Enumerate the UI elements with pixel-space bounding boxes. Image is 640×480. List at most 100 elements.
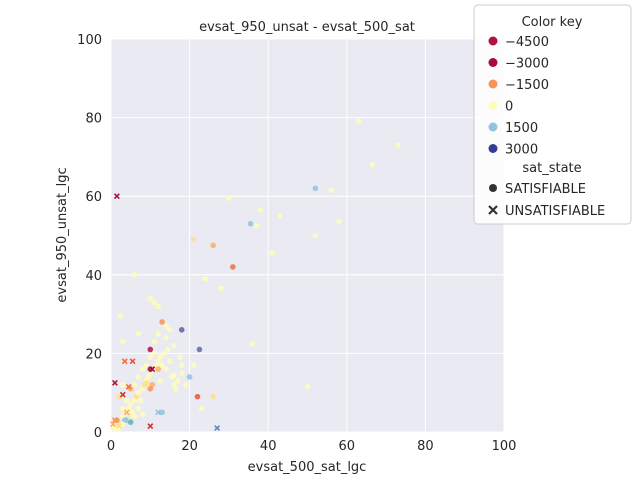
data-point bbox=[163, 323, 169, 329]
data-point-x bbox=[113, 193, 120, 200]
legend-color-swatch bbox=[488, 101, 498, 110]
y-tick-label: 40 bbox=[85, 269, 102, 284]
data-point bbox=[186, 374, 193, 380]
data-point bbox=[151, 350, 158, 357]
data-point bbox=[194, 393, 201, 400]
data-point bbox=[119, 338, 126, 345]
data-point-x bbox=[109, 421, 116, 428]
data-point bbox=[147, 385, 154, 392]
data-point bbox=[198, 405, 205, 412]
data-point bbox=[355, 118, 362, 125]
chart-title: evsat_950_unsat - evsat_500_sat bbox=[199, 20, 415, 35]
data-point-x bbox=[129, 358, 136, 365]
data-point bbox=[369, 161, 376, 168]
data-point bbox=[155, 330, 161, 337]
legend-marker-label: SATISFIABLE bbox=[505, 182, 586, 197]
data-point bbox=[159, 362, 165, 368]
data-point bbox=[167, 358, 173, 365]
data-point bbox=[178, 362, 185, 368]
legend-marker-x bbox=[488, 205, 498, 215]
data-point bbox=[119, 421, 126, 427]
data-point bbox=[151, 338, 158, 345]
data-point bbox=[119, 382, 126, 388]
data-point bbox=[171, 342, 177, 349]
data-point bbox=[163, 334, 169, 341]
plot-background bbox=[111, 39, 504, 432]
data-point bbox=[147, 295, 154, 302]
data-point-x bbox=[119, 391, 126, 398]
data-point bbox=[395, 142, 401, 148]
data-point bbox=[167, 327, 173, 333]
legend-color-swatch bbox=[488, 144, 498, 153]
x-tick-label: 80 bbox=[417, 439, 434, 454]
data-point bbox=[135, 389, 142, 396]
data-point bbox=[159, 319, 165, 325]
y-tick-label: 80 bbox=[85, 112, 102, 127]
x-tick-label: 100 bbox=[492, 439, 517, 454]
data-point bbox=[143, 362, 150, 368]
data-points bbox=[109, 118, 401, 433]
data-point bbox=[163, 366, 169, 372]
data-point bbox=[178, 370, 185, 376]
data-point bbox=[173, 385, 179, 392]
data-point bbox=[218, 285, 224, 292]
data-point bbox=[131, 413, 138, 420]
data-point-x bbox=[121, 358, 128, 365]
x-tick-labels: 0 20 40 60 80 100 bbox=[107, 439, 517, 454]
data-point bbox=[210, 242, 216, 249]
x-tick-label: 20 bbox=[181, 439, 198, 454]
data-point bbox=[147, 370, 154, 376]
data-point bbox=[182, 382, 189, 388]
legend-color-label: −3000 bbox=[505, 57, 549, 72]
data-point bbox=[135, 374, 142, 380]
data-point bbox=[230, 264, 236, 270]
data-point bbox=[190, 362, 197, 368]
y-tick-label: 0 bbox=[94, 426, 102, 441]
data-point bbox=[127, 401, 134, 408]
data-point bbox=[161, 350, 167, 357]
data-point bbox=[139, 411, 146, 418]
x-tick-label: 0 bbox=[107, 439, 115, 454]
legend-marker-label: UNSATISFIABLE bbox=[505, 204, 605, 219]
data-point bbox=[157, 354, 163, 361]
data-point-x bbox=[214, 425, 221, 432]
data-point bbox=[116, 393, 122, 400]
data-point bbox=[131, 382, 138, 388]
data-point bbox=[135, 405, 142, 412]
legend-color-label: 3000 bbox=[505, 143, 538, 158]
data-point bbox=[151, 299, 158, 306]
data-point bbox=[226, 195, 232, 201]
data-point-x bbox=[147, 423, 154, 430]
data-point bbox=[304, 384, 311, 390]
data-point-x bbox=[111, 417, 118, 424]
data-point bbox=[131, 272, 138, 278]
data-point bbox=[118, 313, 124, 319]
data-point bbox=[171, 372, 177, 378]
y-axis-label: evsat_950_unsat_lgc bbox=[55, 167, 70, 302]
y-tick-label: 20 bbox=[85, 347, 102, 362]
data-point bbox=[123, 397, 130, 404]
legend-color-swatch bbox=[488, 36, 498, 46]
data-point bbox=[277, 213, 283, 219]
data-point bbox=[336, 218, 342, 225]
data-point-x bbox=[149, 366, 156, 373]
y-tick-label: 60 bbox=[85, 190, 102, 205]
legend-color-title: Color key bbox=[522, 15, 583, 30]
data-point bbox=[147, 346, 154, 353]
data-point-x bbox=[115, 423, 122, 430]
data-point-x bbox=[155, 409, 162, 416]
legend-color-label: −4500 bbox=[505, 35, 549, 50]
data-point bbox=[147, 354, 154, 361]
legend-color-label: 1500 bbox=[505, 121, 538, 136]
data-point bbox=[253, 222, 260, 229]
legend-marker-title: sat_state bbox=[522, 161, 581, 176]
data-point bbox=[247, 220, 254, 227]
data-point bbox=[157, 378, 163, 384]
legend-color-swatch bbox=[488, 122, 498, 132]
data-point bbox=[178, 327, 185, 333]
data-point bbox=[249, 340, 256, 347]
data-point bbox=[176, 354, 183, 361]
data-point bbox=[143, 380, 150, 386]
data-point bbox=[137, 397, 144, 404]
data-point bbox=[257, 207, 264, 213]
